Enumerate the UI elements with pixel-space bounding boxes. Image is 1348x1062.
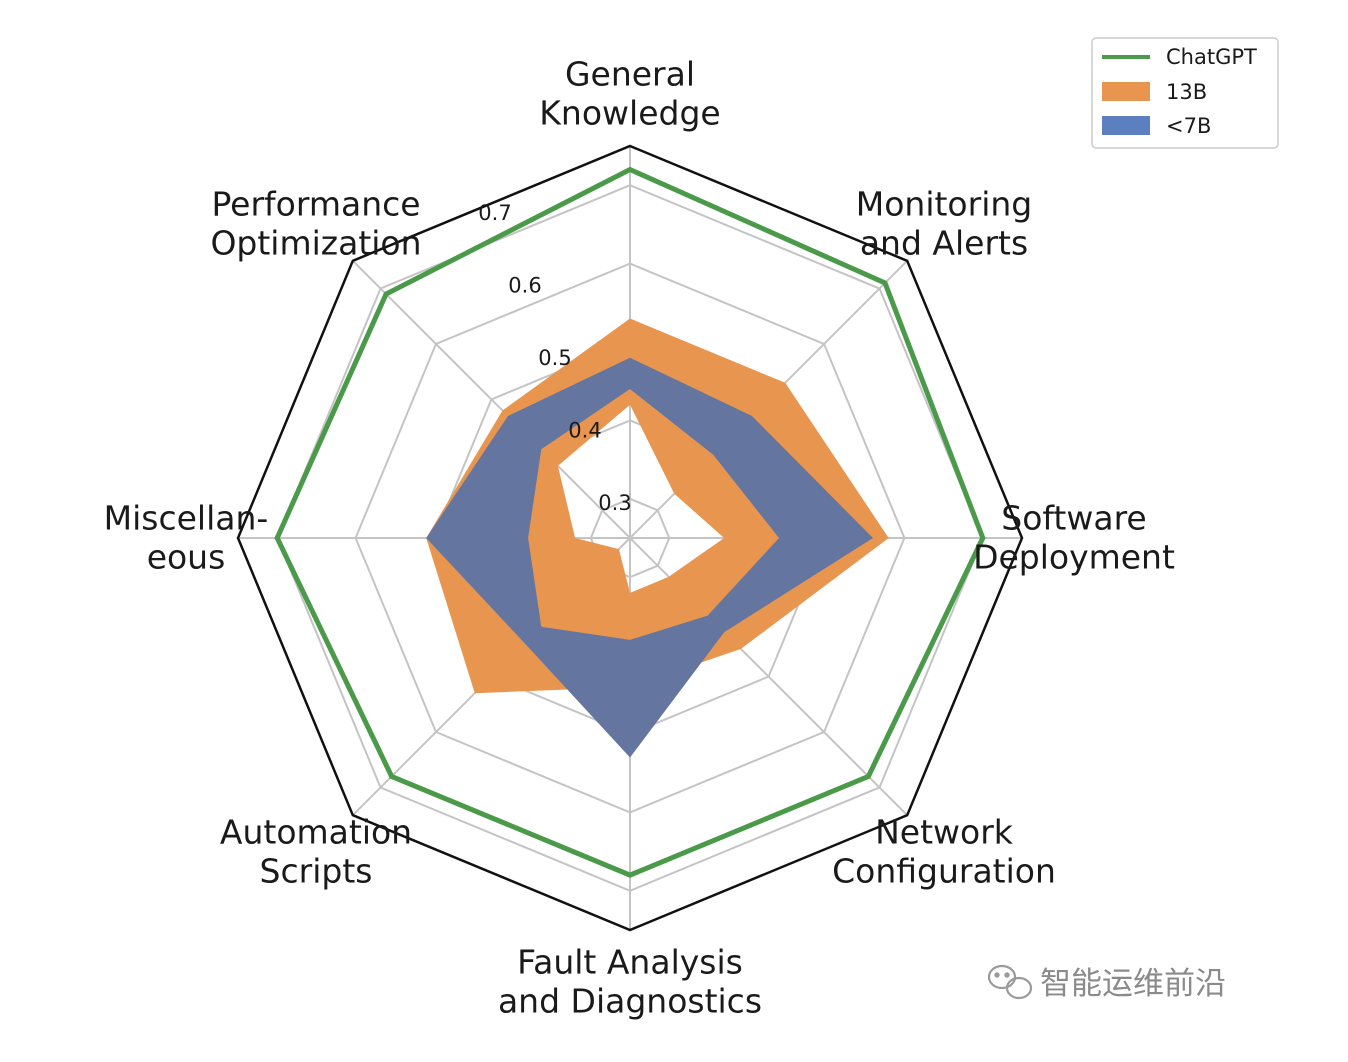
series-line-0 <box>274 166 986 878</box>
axis-label-1-1: and Alerts <box>860 224 1028 263</box>
tick-label-3: 0.6 <box>508 274 541 298</box>
legend-label-chatgpt: ChatGPT <box>1166 45 1257 69</box>
axis-label-0-0: General <box>565 55 695 94</box>
axis-label-1-0: Monitoring <box>856 185 1032 224</box>
series-band-2 <box>426 357 873 758</box>
legend-swatch-13b <box>1102 82 1150 101</box>
radar-series <box>274 166 986 878</box>
tick-label-4: 0.7 <box>478 201 511 225</box>
legend-label-lt7b: <7B <box>1166 114 1211 138</box>
legend-swatch-lt7b <box>1102 116 1150 135</box>
axis-label-7-0: Performance <box>211 185 420 224</box>
axis-label-4-1: and Diagnostics <box>498 982 762 1021</box>
axis-label-3-0: Network <box>875 813 1014 852</box>
legend-label-13b: 13B <box>1166 80 1207 104</box>
radial-tick-labels: 0.3 0.4 0.5 0.6 0.7 <box>478 201 631 515</box>
axis-label-2-1: Deployment <box>973 538 1175 577</box>
axis-label-7-1: Optimization <box>210 224 421 263</box>
watermark: 智能运维前沿 <box>987 964 1226 1002</box>
axis-label-3-1: Configuration <box>832 852 1056 891</box>
watermark-text: 智能运维前沿 <box>1040 966 1226 1002</box>
axis-label-6-0: Miscellan- <box>104 499 269 538</box>
grid-spoke-7 <box>352 260 631 539</box>
legend: ChatGPT 13B <7B <box>1091 37 1279 149</box>
tick-label-1: 0.4 <box>568 418 601 442</box>
axis-label-5-1: Scripts <box>260 852 373 891</box>
wechat-icon <box>987 964 1033 1000</box>
axis-label-2-0: Software <box>1001 499 1146 538</box>
outer-frame <box>236 144 1024 932</box>
tick-label-2: 0.5 <box>538 346 571 370</box>
tick-label-0: 0.3 <box>598 491 631 515</box>
radar-frame <box>236 144 1024 932</box>
axis-label-0-1: Knowledge <box>539 94 720 133</box>
axis-label-5-0: Automation <box>220 813 412 852</box>
axis-label-4-0: Fault Analysis <box>517 943 743 982</box>
axis-label-6-1: eous <box>147 538 226 577</box>
